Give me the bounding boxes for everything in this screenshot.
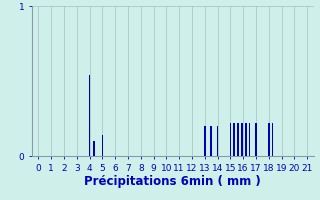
Bar [230,123,231,156]
Bar [237,123,239,156]
Bar [249,123,250,156]
Bar [217,126,218,156]
Bar [272,123,273,156]
Bar [89,75,90,156]
Bar [255,123,257,156]
Bar [93,141,95,156]
Bar [268,123,269,156]
Bar [211,126,212,156]
Bar [204,126,205,156]
Bar [102,135,103,156]
Bar [245,123,246,156]
Bar [234,123,235,156]
Bar [241,123,243,156]
X-axis label: Précipitations 6min ( mm ): Précipitations 6min ( mm ) [84,175,261,188]
